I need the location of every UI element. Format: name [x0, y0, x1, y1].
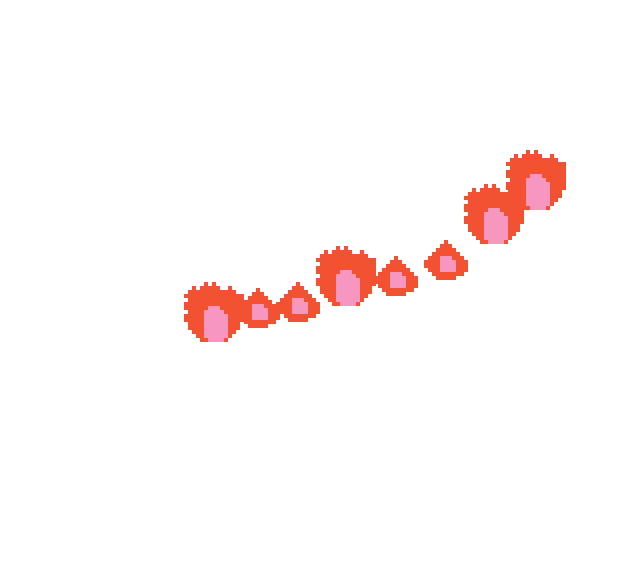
- flames-group: [184, 150, 566, 342]
- flame-6-icon: [424, 240, 468, 280]
- flame-8-icon: [506, 150, 566, 210]
- flame-5-icon: [374, 256, 418, 296]
- flame-4-icon: [316, 246, 376, 306]
- flame-1-icon: [184, 282, 244, 342]
- flame-3-icon: [276, 282, 320, 322]
